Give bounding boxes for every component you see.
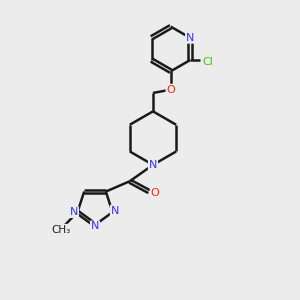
Text: N: N [186, 33, 194, 43]
Text: N: N [70, 207, 78, 217]
Text: N: N [149, 160, 157, 170]
Text: CH₃: CH₃ [52, 225, 71, 235]
Text: O: O [167, 85, 175, 95]
Text: N: N [111, 206, 119, 216]
Text: N: N [91, 221, 99, 231]
Text: Cl: Cl [202, 57, 213, 67]
Text: O: O [151, 188, 159, 198]
